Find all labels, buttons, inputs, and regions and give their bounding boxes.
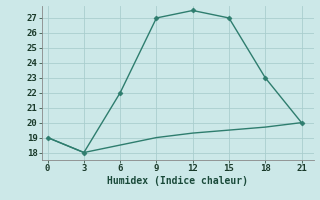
X-axis label: Humidex (Indice chaleur): Humidex (Indice chaleur) — [107, 176, 248, 186]
